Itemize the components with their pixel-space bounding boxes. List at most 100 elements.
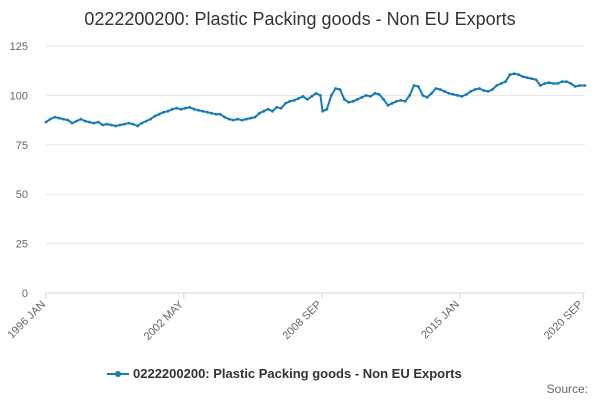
data-point — [583, 84, 587, 87]
data-point — [438, 88, 442, 91]
y-tick-label: 0 — [22, 288, 28, 300]
data-point — [266, 107, 270, 111]
data-point — [403, 99, 407, 103]
data-point — [96, 120, 100, 124]
data-point — [83, 119, 87, 123]
data-point — [443, 90, 446, 93]
data-point — [343, 98, 346, 101]
data-point — [109, 123, 113, 127]
data-point — [547, 81, 551, 84]
data-point — [166, 109, 170, 113]
data-point — [517, 73, 520, 77]
data-point — [205, 110, 209, 114]
data-point — [70, 121, 74, 125]
data-point — [451, 93, 455, 96]
data-point — [373, 92, 377, 95]
x-tick-label: 2002 MAY — [142, 298, 187, 343]
data-point — [460, 95, 464, 98]
data-point — [478, 87, 481, 90]
data-point — [569, 82, 573, 85]
data-point — [573, 85, 577, 88]
data-point — [325, 107, 329, 111]
data-point — [447, 92, 451, 95]
y-tick-label: 100 — [10, 90, 28, 102]
data-point — [49, 117, 52, 121]
data-point — [329, 94, 333, 97]
data-point — [170, 107, 174, 111]
data-point — [314, 92, 318, 95]
data-point — [469, 90, 473, 93]
data-point — [249, 116, 253, 120]
data-point — [412, 84, 416, 87]
data-point — [310, 95, 314, 98]
data-point — [512, 72, 516, 76]
legend[interactable]: 0222200200: Plastic Packing goods - Non … — [107, 366, 462, 381]
data-point — [305, 98, 309, 101]
data-point — [499, 82, 503, 85]
data-point — [456, 94, 459, 97]
data-point — [188, 105, 192, 109]
data-point — [227, 117, 231, 121]
y-axis: 0 25 50 75 100 125 — [10, 41, 28, 300]
data-point — [508, 73, 512, 77]
legend-series-label: 0222200200: Plastic Packing goods - Non … — [133, 366, 462, 381]
data-point — [153, 114, 157, 118]
data-point — [284, 101, 287, 105]
data-point — [301, 95, 305, 98]
x-tick-label: 2020 SEP — [542, 299, 586, 343]
x-axis: 1996 JAN 2002 MAY 2008 SEP 2015 JAN 2020 SEP — [5, 292, 586, 343]
y-tick-label: 50 — [16, 189, 28, 201]
data-point — [127, 121, 131, 125]
data-point — [421, 94, 425, 97]
data-point — [275, 105, 279, 109]
data-point — [356, 98, 359, 101]
data-point — [144, 119, 148, 123]
data-point — [347, 100, 351, 104]
data-point — [118, 123, 122, 127]
y-tick-label: 125 — [10, 41, 28, 53]
data-point — [321, 109, 324, 113]
data-point — [57, 116, 61, 120]
data-point — [543, 82, 547, 85]
source-label: Source: — [547, 382, 588, 396]
data-point — [62, 117, 65, 121]
data-point — [565, 80, 568, 83]
data-point — [297, 97, 300, 100]
data-point — [351, 99, 355, 103]
data-point — [210, 111, 213, 115]
data-point — [114, 124, 118, 128]
data-point — [271, 109, 274, 113]
data-point — [360, 96, 364, 99]
data-point — [88, 120, 91, 124]
legend-dot-marker — [115, 371, 121, 377]
data-point — [556, 82, 560, 85]
data-point — [201, 109, 205, 113]
data-point — [140, 121, 144, 125]
data-point — [319, 94, 322, 97]
data-point — [395, 99, 398, 103]
data-point — [430, 92, 433, 95]
data-point — [136, 124, 139, 128]
data-point — [123, 122, 126, 126]
data-point — [53, 115, 57, 119]
data-point — [253, 115, 257, 119]
data-point — [464, 93, 468, 96]
data-point — [504, 80, 507, 83]
data-point — [245, 117, 248, 121]
data-point — [377, 93, 381, 96]
data-point — [434, 87, 438, 90]
data-point — [92, 121, 96, 125]
data-point — [223, 115, 227, 119]
x-tick-label: 2008 SEP — [281, 299, 325, 343]
data-point — [334, 87, 337, 90]
data-point — [292, 98, 296, 102]
data-point — [417, 85, 420, 88]
y-tick-label: 75 — [16, 140, 28, 152]
data-point — [279, 106, 283, 110]
data-point — [408, 94, 412, 97]
data-point — [240, 118, 244, 122]
data-point — [192, 107, 196, 111]
data-point — [560, 80, 564, 83]
